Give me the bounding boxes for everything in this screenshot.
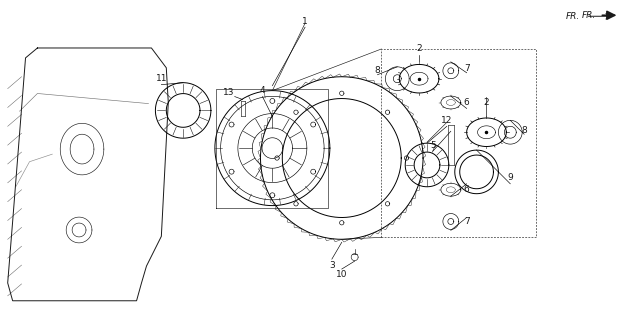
Text: 6: 6 <box>464 98 469 107</box>
Text: 7: 7 <box>464 217 469 226</box>
Text: 1: 1 <box>302 17 308 26</box>
Text: 6: 6 <box>464 185 469 194</box>
Text: 12: 12 <box>441 116 452 125</box>
Text: 11: 11 <box>155 74 167 83</box>
Text: FR.: FR. <box>565 12 580 21</box>
Text: 3: 3 <box>329 260 335 269</box>
Text: 10: 10 <box>336 270 347 279</box>
Text: 8: 8 <box>521 126 527 135</box>
Text: 2: 2 <box>416 44 422 53</box>
Text: 4: 4 <box>260 86 265 95</box>
Text: 8: 8 <box>375 66 381 75</box>
Text: 13: 13 <box>223 88 235 97</box>
Text: FR.: FR. <box>581 11 596 20</box>
Text: 2: 2 <box>484 98 489 107</box>
Text: 9: 9 <box>508 173 513 182</box>
Text: 7: 7 <box>464 64 469 73</box>
Text: 5: 5 <box>430 140 436 150</box>
